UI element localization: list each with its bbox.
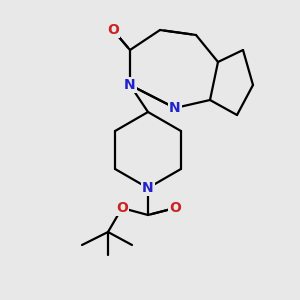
- Text: O: O: [116, 201, 128, 215]
- Text: N: N: [124, 78, 136, 92]
- Text: O: O: [169, 201, 181, 215]
- Text: N: N: [142, 181, 154, 195]
- Text: N: N: [169, 101, 181, 115]
- Text: O: O: [107, 23, 119, 37]
